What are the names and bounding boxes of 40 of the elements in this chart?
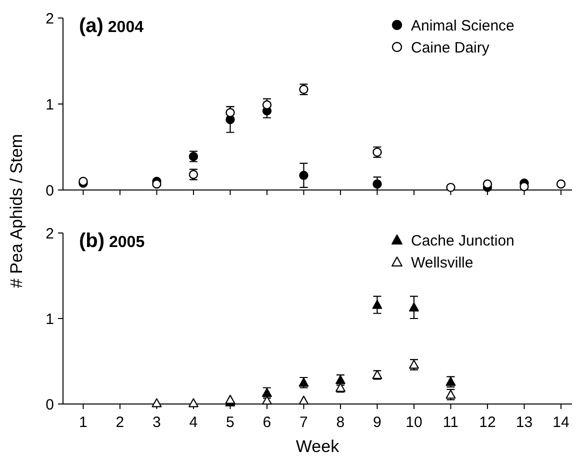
x-tick-label: 9 bbox=[373, 414, 382, 431]
x-tick-label: 8 bbox=[336, 414, 345, 431]
point bbox=[152, 398, 162, 408]
x-axis-title: Week bbox=[296, 437, 340, 456]
point bbox=[225, 394, 236, 404]
point bbox=[409, 302, 419, 312]
point bbox=[520, 182, 529, 192]
legend-label: Wellsville bbox=[411, 254, 474, 272]
x-tick-label: 2 bbox=[116, 414, 124, 431]
chart-title: (b) 2005 bbox=[79, 230, 145, 252]
x-tick-label: 5 bbox=[226, 414, 234, 431]
x-tick-label: 12 bbox=[479, 414, 496, 431]
point bbox=[152, 179, 162, 189]
y-tick-label: 1 bbox=[46, 310, 54, 328]
x-tick-label: 13 bbox=[516, 414, 533, 431]
point bbox=[188, 398, 198, 408]
x-tick-label: 1 bbox=[79, 414, 88, 431]
y-tick-label: 0 bbox=[46, 396, 54, 414]
y-axis-title: # Pea Aphids / Stem bbox=[7, 134, 26, 288]
point bbox=[446, 182, 456, 192]
y-tick-label: 2 bbox=[46, 225, 54, 242]
chart-title: (a) 2004 bbox=[79, 15, 144, 37]
x-tick-label: 14 bbox=[552, 414, 570, 431]
point bbox=[482, 179, 492, 189]
x-tick-label: 10 bbox=[406, 414, 422, 431]
point bbox=[299, 170, 308, 180]
y-tick-label: 1 bbox=[46, 96, 54, 114]
x-tick-label: 3 bbox=[152, 414, 161, 431]
point bbox=[298, 396, 309, 405]
y-tick-label: 0 bbox=[46, 182, 54, 200]
point bbox=[372, 300, 382, 309]
legend-label: Animal Science bbox=[411, 17, 514, 34]
point bbox=[556, 179, 566, 189]
x-tick-label: 11 bbox=[442, 414, 459, 431]
x-tick-label: 7 bbox=[300, 414, 308, 431]
legend-label: Cache Junction bbox=[411, 232, 514, 250]
legend-label: Caine Dairy bbox=[411, 39, 490, 56]
y-tick-label: 2 bbox=[46, 10, 54, 28]
x-tick-label: 4 bbox=[189, 414, 198, 431]
x-tick-label: 6 bbox=[262, 414, 272, 431]
